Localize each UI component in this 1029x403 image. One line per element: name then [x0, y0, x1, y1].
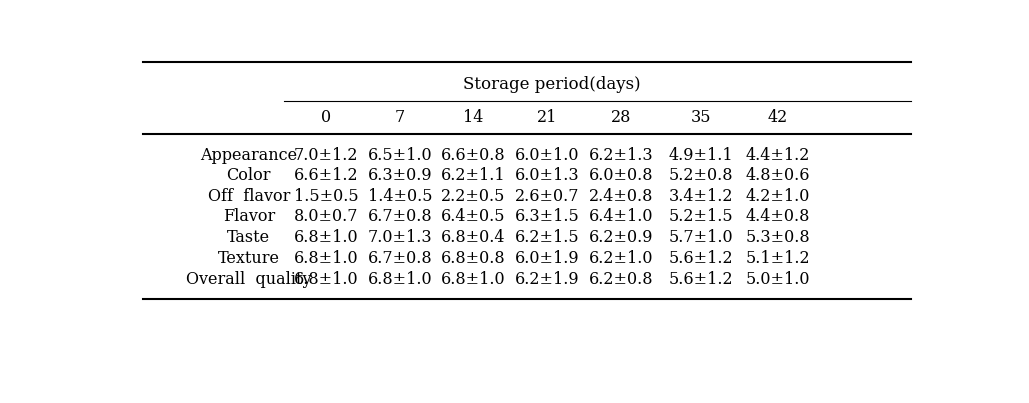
- Text: 5.0±1.0: 5.0±1.0: [746, 271, 810, 288]
- Text: 5.1±1.2: 5.1±1.2: [746, 250, 811, 267]
- Text: 7.0±1.3: 7.0±1.3: [367, 229, 432, 246]
- Text: 6.5±1.0: 6.5±1.0: [367, 147, 432, 164]
- Text: 2.4±0.8: 2.4±0.8: [589, 188, 653, 205]
- Text: 4.4±1.2: 4.4±1.2: [746, 147, 810, 164]
- Text: Flavor: Flavor: [222, 208, 275, 226]
- Text: 6.0±1.0: 6.0±1.0: [514, 147, 579, 164]
- Text: 6.8±1.0: 6.8±1.0: [441, 271, 506, 288]
- Text: Overall  quality: Overall quality: [186, 271, 312, 288]
- Text: 6.4±1.0: 6.4±1.0: [589, 208, 653, 226]
- Text: 6.8±0.8: 6.8±0.8: [441, 250, 506, 267]
- Text: 6.2±1.1: 6.2±1.1: [441, 167, 506, 184]
- Text: 6.2±1.5: 6.2±1.5: [514, 229, 579, 246]
- Text: 5.6±1.2: 5.6±1.2: [668, 250, 733, 267]
- Text: 6.8±0.4: 6.8±0.4: [441, 229, 505, 246]
- Text: 6.8±1.0: 6.8±1.0: [294, 229, 358, 246]
- Text: Appearance: Appearance: [201, 147, 297, 164]
- Text: 6.4±0.5: 6.4±0.5: [441, 208, 505, 226]
- Text: 6.2±1.0: 6.2±1.0: [589, 250, 653, 267]
- Text: 6.6±0.8: 6.6±0.8: [441, 147, 506, 164]
- Text: 2.2±0.5: 2.2±0.5: [441, 188, 505, 205]
- Text: 6.0±0.8: 6.0±0.8: [589, 167, 653, 184]
- Text: Storage period(days): Storage period(days): [463, 76, 641, 93]
- Text: 5.3±0.8: 5.3±0.8: [746, 229, 811, 246]
- Text: 21: 21: [537, 109, 558, 126]
- Text: 0: 0: [321, 109, 331, 126]
- Text: Taste: Taste: [227, 229, 271, 246]
- Text: 8.0±0.7: 8.0±0.7: [294, 208, 358, 226]
- Text: 7.0±1.2: 7.0±1.2: [294, 147, 358, 164]
- Text: 4.4±0.8: 4.4±0.8: [746, 208, 810, 226]
- Text: 6.6±1.2: 6.6±1.2: [294, 167, 358, 184]
- Text: Color: Color: [226, 167, 271, 184]
- Text: Off  flavor: Off flavor: [208, 188, 290, 205]
- Text: 6.0±1.9: 6.0±1.9: [514, 250, 579, 267]
- Text: 6.2±0.9: 6.2±0.9: [589, 229, 653, 246]
- Text: 5.6±1.2: 5.6±1.2: [668, 271, 733, 288]
- Text: 4.9±1.1: 4.9±1.1: [668, 147, 733, 164]
- Text: 6.7±0.8: 6.7±0.8: [367, 250, 432, 267]
- Text: 6.3±0.9: 6.3±0.9: [367, 167, 432, 184]
- Text: 28: 28: [610, 109, 631, 126]
- Text: 6.8±1.0: 6.8±1.0: [294, 271, 358, 288]
- Text: 5.7±1.0: 5.7±1.0: [668, 229, 733, 246]
- Text: 6.2±1.9: 6.2±1.9: [514, 271, 579, 288]
- Text: 5.2±0.8: 5.2±0.8: [668, 167, 733, 184]
- Text: 1.4±0.5: 1.4±0.5: [367, 188, 432, 205]
- Text: 35: 35: [690, 109, 711, 126]
- Text: 7: 7: [395, 109, 405, 126]
- Text: 6.2±1.3: 6.2±1.3: [589, 147, 653, 164]
- Text: 42: 42: [768, 109, 788, 126]
- Text: 4.2±1.0: 4.2±1.0: [746, 188, 810, 205]
- Text: 6.8±1.0: 6.8±1.0: [294, 250, 358, 267]
- Text: Texture: Texture: [218, 250, 280, 267]
- Text: 5.2±1.5: 5.2±1.5: [668, 208, 733, 226]
- Text: 6.2±0.8: 6.2±0.8: [589, 271, 653, 288]
- Text: 6.8±1.0: 6.8±1.0: [367, 271, 432, 288]
- Text: 4.8±0.6: 4.8±0.6: [746, 167, 810, 184]
- Text: 6.7±0.8: 6.7±0.8: [367, 208, 432, 226]
- Text: 6.0±1.3: 6.0±1.3: [514, 167, 579, 184]
- Text: 2.6±0.7: 2.6±0.7: [514, 188, 579, 205]
- Text: 6.3±1.5: 6.3±1.5: [514, 208, 579, 226]
- Text: 3.4±1.2: 3.4±1.2: [668, 188, 733, 205]
- Text: 14: 14: [463, 109, 484, 126]
- Text: 1.5±0.5: 1.5±0.5: [294, 188, 358, 205]
